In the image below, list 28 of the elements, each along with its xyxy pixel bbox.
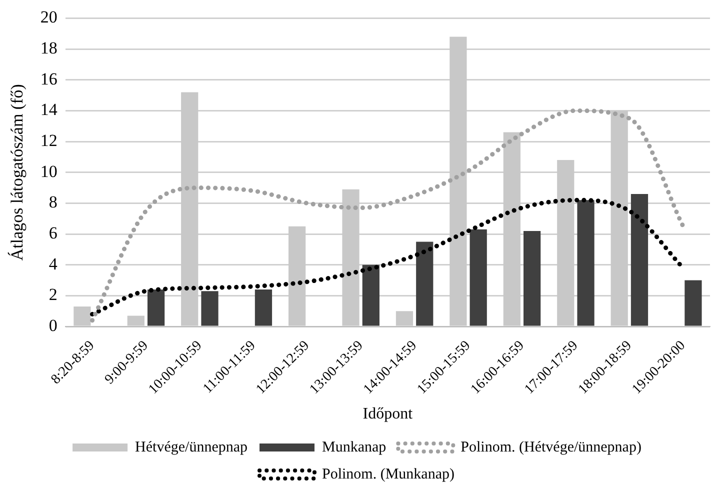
y-tick-label: 0	[48, 316, 58, 335]
line-series	[90, 108, 686, 323]
y-tick-label: 16	[40, 69, 58, 88]
y-tick-label: 18	[40, 38, 58, 58]
y-axis-title: Átlagos látogatószám (fő)	[8, 84, 27, 261]
bar	[470, 229, 487, 326]
legend-label: Hétvége/ünnepnap	[135, 439, 248, 456]
y-tick-label: 8	[48, 192, 58, 212]
legend-label: Munkanap	[322, 439, 386, 456]
legend-label: Polinom. (Munkanap)	[322, 466, 455, 482]
bar	[362, 264, 380, 326]
y-tick-label: 10	[40, 162, 58, 181]
y-tick-label: 6	[48, 223, 58, 242]
y-tick-label: 4	[48, 254, 58, 274]
y-tick-label: 2	[48, 285, 58, 304]
bar	[147, 290, 165, 326]
y-tick-label: 20	[40, 8, 58, 27]
y-tick-label: 12	[40, 131, 58, 150]
bar	[524, 230, 541, 326]
x-axis-title: Időpont	[362, 406, 414, 423]
bar	[416, 242, 434, 326]
bar	[254, 290, 272, 326]
y-tick-label: 14	[40, 100, 58, 120]
bar	[201, 291, 218, 326]
bar	[630, 194, 648, 326]
legend-label: Polinom. (Hétvége/ünnepnap)	[460, 439, 642, 456]
bar	[577, 200, 594, 326]
bar	[684, 280, 702, 326]
